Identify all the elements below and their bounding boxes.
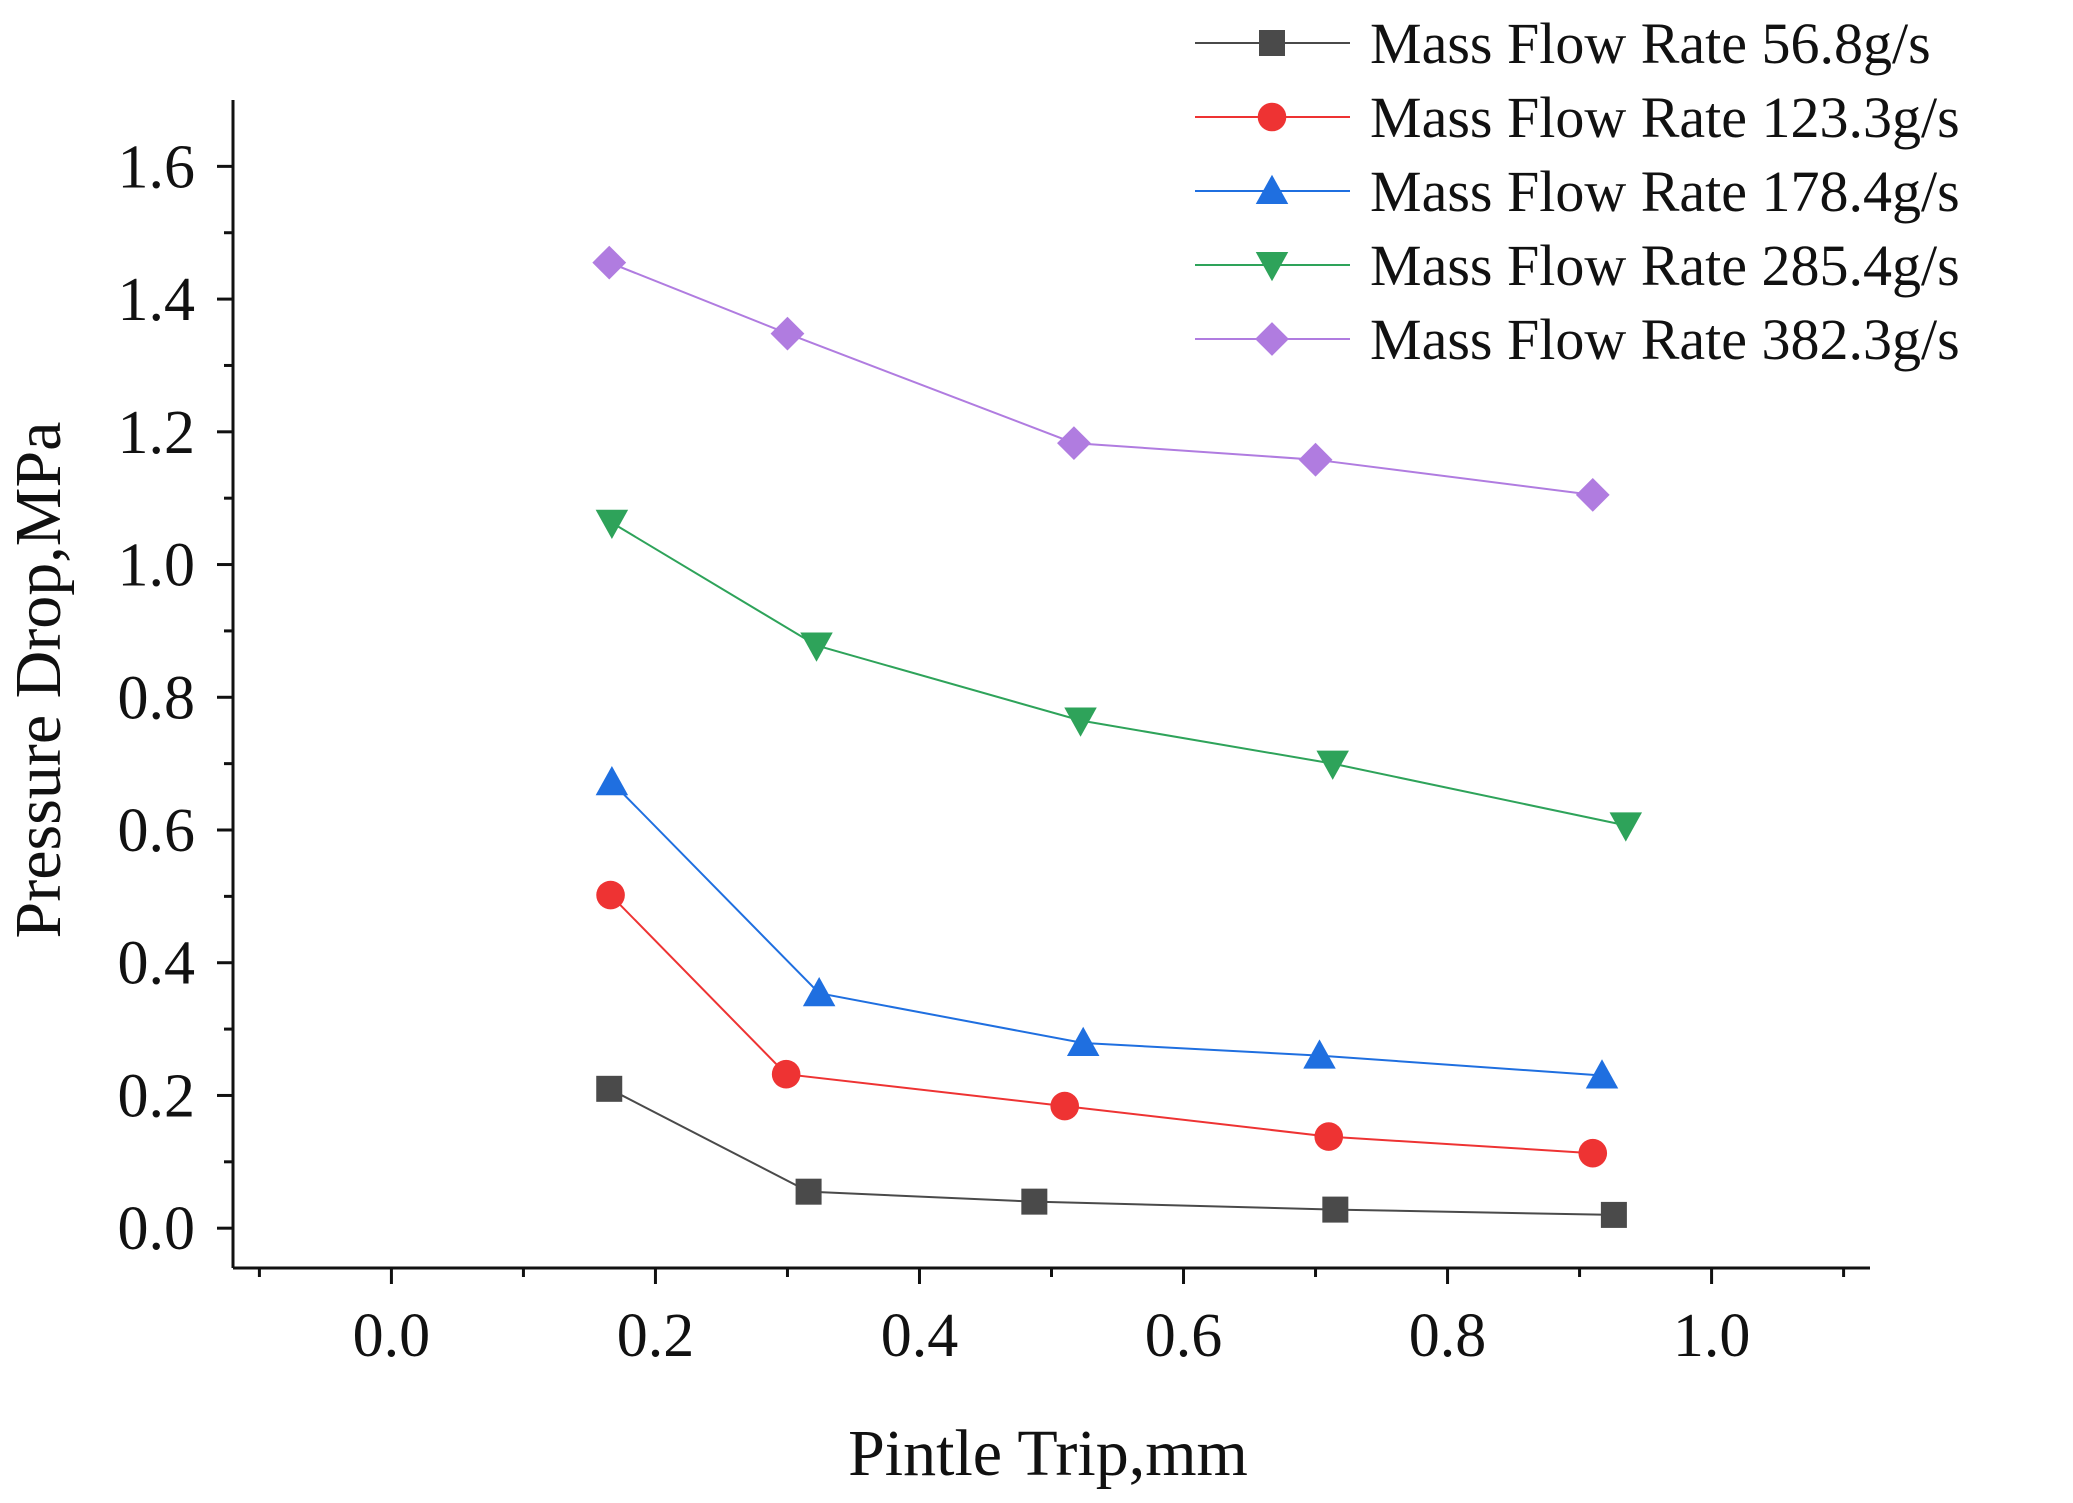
y-tick-label: 1.0 <box>118 532 196 600</box>
legend-marker <box>1255 322 1289 356</box>
data-point <box>1585 1059 1619 1089</box>
y-tick-label: 1.4 <box>118 266 196 334</box>
x-tick-label: 0.2 <box>617 1302 695 1370</box>
data-point <box>595 765 629 796</box>
x-tick-label: 0.6 <box>1145 1302 1223 1370</box>
legend-item-4: Mass Flow Rate 285.4g/s <box>1195 233 1960 298</box>
data-point <box>1057 426 1091 460</box>
x-axis-title: Pintle Trip,mm <box>848 1417 1248 1490</box>
series-1 <box>596 1075 1627 1228</box>
series-line <box>609 894 1593 1155</box>
x-tick-label: 0.4 <box>881 1302 959 1370</box>
y-axis-title: Pressure Drop,MPa <box>2 422 75 939</box>
data-point <box>596 880 625 910</box>
data-point <box>1578 1138 1608 1168</box>
legend-label: Mass Flow Rate 123.3g/s <box>1370 85 1960 150</box>
data-point <box>1066 1026 1100 1057</box>
y-tick-label: 0.4 <box>118 930 196 998</box>
data-point <box>770 316 805 351</box>
legend-item-5: Mass Flow Rate 382.3g/s <box>1195 307 1960 372</box>
y-tick-label: 1.2 <box>118 399 196 467</box>
legend-marker <box>1257 102 1287 132</box>
legend-marker <box>1259 30 1285 56</box>
series-line <box>608 1087 1614 1216</box>
data-point <box>1050 1091 1080 1121</box>
legend-label: Mass Flow Rate 285.4g/s <box>1370 233 1960 298</box>
y-tick-label: 0.2 <box>118 1062 196 1130</box>
data-point <box>771 1059 801 1089</box>
data-point <box>595 509 629 539</box>
data-point <box>800 632 833 662</box>
data-point <box>1314 1122 1344 1151</box>
data-point <box>1575 477 1610 512</box>
x-tick-label: 1.0 <box>1673 1302 1751 1370</box>
series-line <box>611 781 1603 1077</box>
data-point <box>1322 1196 1349 1223</box>
data-point <box>1316 750 1349 780</box>
legend-label: Mass Flow Rate 56.8g/s <box>1370 11 1931 76</box>
x-tick-label: 0.0 <box>353 1302 431 1370</box>
axes: 0.0 0.2 0.4 0.6 0.8 1.0 0.0 0.2 0.4 0.6 0.8 1.0 1.2 1… <box>118 100 1870 1370</box>
data-point <box>1303 1039 1336 1069</box>
legend-marker <box>1255 174 1289 204</box>
legend-label: Mass Flow Rate 382.3g/s <box>1370 307 1960 372</box>
y-tick-label: 1.6 <box>118 133 196 201</box>
legend-item-3: Mass Flow Rate 178.4g/s <box>1195 159 1960 224</box>
data-point <box>596 1075 623 1102</box>
legend: Mass Flow Rate 56.8g/s Mass Flow Rate 123… <box>1195 11 1960 372</box>
data-point <box>1298 442 1333 477</box>
series-4 <box>595 509 1643 842</box>
y-tick-label: 0.0 <box>118 1195 196 1263</box>
data-point <box>802 977 836 1007</box>
y-tick-label: 0.8 <box>118 664 196 732</box>
series-5 <box>592 245 1610 512</box>
series-2 <box>596 880 1608 1168</box>
data-point <box>592 245 627 280</box>
data-point <box>1609 812 1643 842</box>
legend-item-2: Mass Flow Rate 123.3g/s <box>1195 85 1960 150</box>
series-line <box>611 521 1626 827</box>
series-3 <box>595 765 1619 1089</box>
data-point <box>795 1178 822 1205</box>
legend-marker <box>1255 252 1289 282</box>
y-tick-label: 0.6 <box>118 797 196 865</box>
data-point <box>1600 1201 1627 1228</box>
data-point <box>1064 707 1097 737</box>
data-point <box>1021 1188 1048 1215</box>
legend-label: Mass Flow Rate 178.4g/s <box>1370 159 1960 224</box>
series-group <box>592 245 1643 1228</box>
x-tick-label: 0.8 <box>1409 1302 1487 1370</box>
legend-item-1: Mass Flow Rate 56.8g/s <box>1195 11 1931 76</box>
